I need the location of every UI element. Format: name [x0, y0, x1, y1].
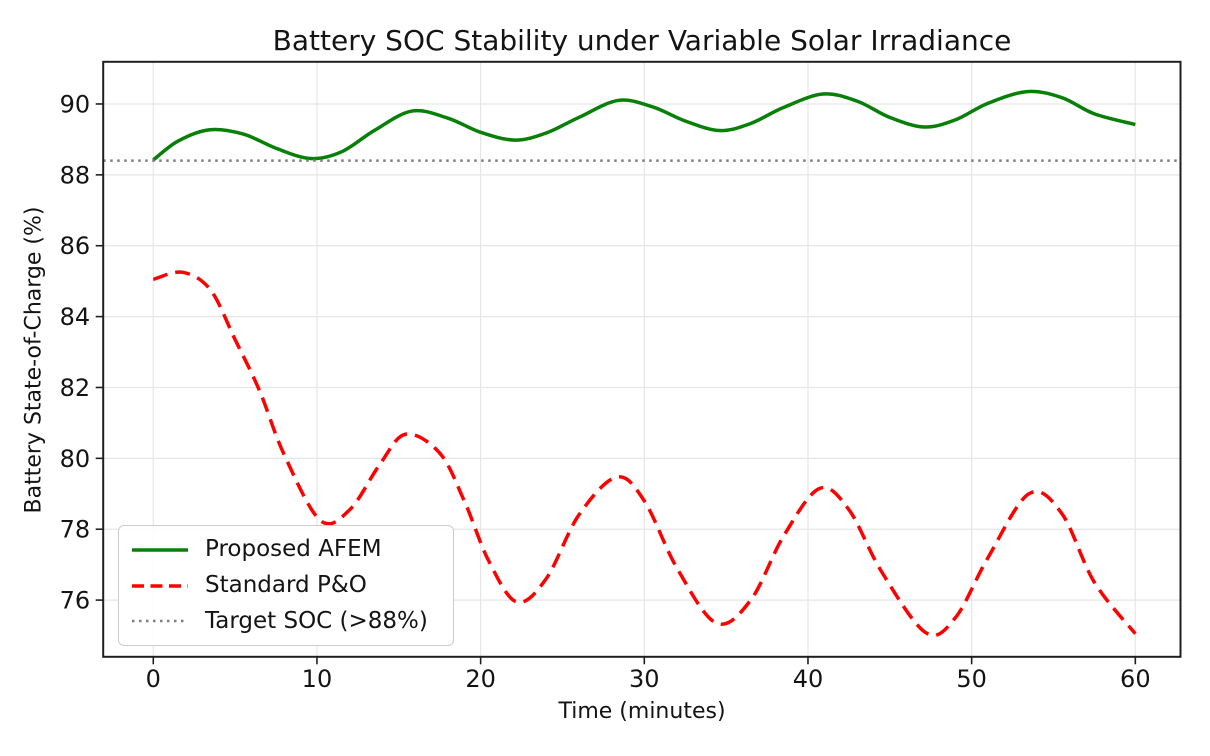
y-tick-label: 84: [60, 303, 91, 331]
legend-line-sample-dashed-icon: [132, 583, 188, 588]
x-tick-label: 0: [146, 665, 161, 693]
plot-border: [102, 60, 1182, 658]
y-tick-label: 90: [60, 90, 91, 118]
x-tick-label: 40: [793, 665, 824, 693]
legend: Proposed AFEM Standard P&O Target SOC (>…: [118, 525, 454, 646]
y-tick-label: 88: [60, 161, 91, 189]
y-tick-label: 80: [60, 445, 91, 473]
legend-label: Standard P&O: [205, 572, 367, 598]
y-tick-label: 86: [60, 232, 91, 260]
x-tick-label: 50: [956, 665, 987, 693]
y-axis-label: Battery State-of-Charge (%): [21, 206, 47, 514]
x-tick-label: 60: [1120, 665, 1151, 693]
legend-line-sample-solid-icon: [132, 548, 188, 552]
y-tick-label: 76: [60, 587, 91, 615]
chart-title: Battery SOC Stability under Variable Sol…: [272, 24, 1012, 57]
legend-label: Target SOC (>88%): [205, 607, 428, 634]
legend-item-proposed-afem: Proposed AFEM: [119, 532, 453, 568]
legend-item-standard-po: Standard P&O: [119, 568, 453, 604]
x-axis-label: Time (minutes): [558, 699, 726, 724]
legend-label: Proposed AFEM: [205, 536, 382, 563]
x-tick-label: 30: [629, 665, 660, 693]
y-tick-label: 82: [60, 374, 91, 402]
legend-item-target-soc: Target SOC (>88%): [119, 603, 453, 639]
legend-line-sample-dotted-icon: [132, 619, 188, 623]
x-tick-label: 20: [465, 665, 496, 693]
series-line-0: [152, 89, 1136, 162]
series-line-1: [152, 270, 1137, 638]
x-tick-label: 10: [302, 665, 333, 693]
y-tick-label: 78: [60, 516, 91, 544]
